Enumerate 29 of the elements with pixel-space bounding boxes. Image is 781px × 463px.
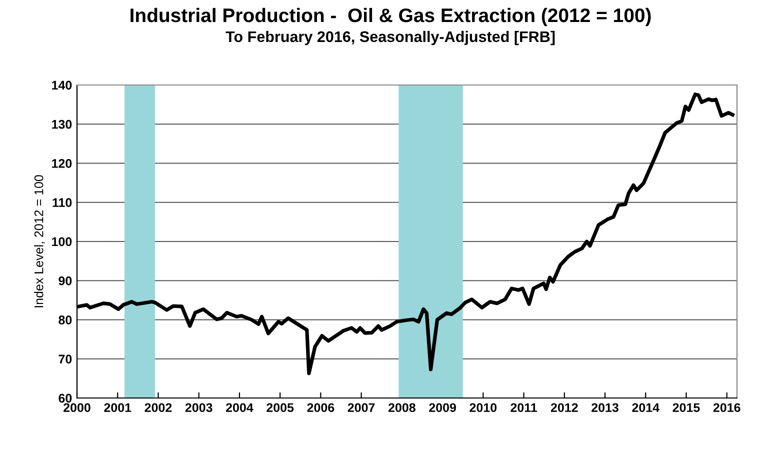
x-tick-label: 2003: [185, 403, 212, 412]
x-tick-label: 2010: [470, 403, 497, 412]
y-tick-label: 90: [58, 276, 72, 286]
x-tick-label: 2016: [713, 403, 740, 412]
x-tick-label: 2004: [226, 403, 254, 412]
chart-title: Industrial Production - Oil & Gas Extraction (2012 = 100): [130, 8, 651, 26]
x-tick-label: 2001: [104, 403, 132, 412]
x-tick-label: 2009: [429, 403, 456, 412]
x-tick-label: 2005: [266, 403, 294, 412]
x-tick-label: 2013: [592, 403, 618, 412]
y-tick-label: 80: [58, 316, 72, 324]
x-tick-label: 2014: [632, 403, 660, 412]
y-tick-label: 120: [52, 159, 72, 168]
y-axis-title: Index Level, 2012 = 100: [34, 175, 45, 308]
x-tick-label: 2015: [672, 403, 700, 412]
y-tick-label: 60: [58, 394, 72, 403]
x-tick-label: 2007: [348, 403, 375, 412]
y-tick-label: 140: [52, 80, 72, 90]
y-tick-label: 100: [52, 237, 72, 246]
x-tick-label: 2012: [550, 403, 578, 412]
x-tick-label: 2000: [64, 403, 90, 412]
y-tick-label: 130: [52, 120, 72, 129]
x-tick-label: 2002: [144, 403, 172, 412]
y-tick-label: 70: [58, 354, 72, 364]
chart-subtitle: To February 2016, Seasonally-Adjusted [FRB]: [226, 30, 555, 46]
x-tick-label: 2011: [510, 403, 537, 412]
y-tick-label: 110: [52, 198, 72, 208]
x-tick-label: 2006: [307, 403, 334, 412]
x-tick-label: 2008: [388, 403, 416, 412]
